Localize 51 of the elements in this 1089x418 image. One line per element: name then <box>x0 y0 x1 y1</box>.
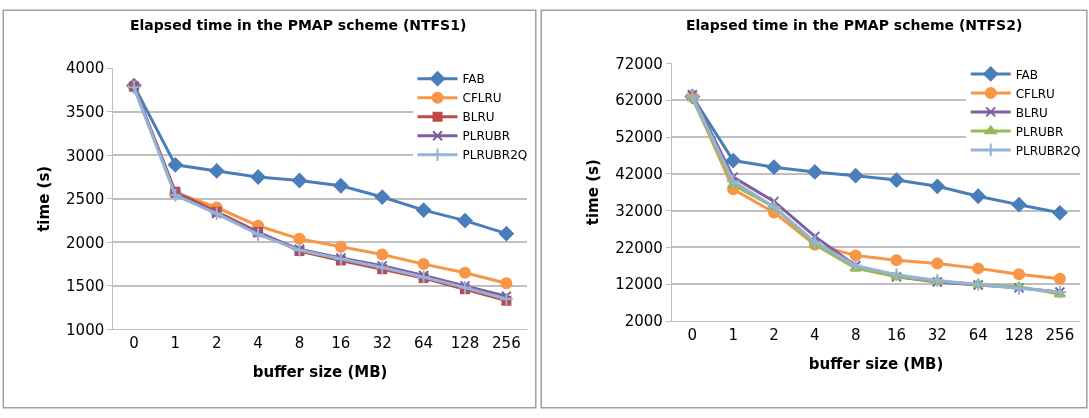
x-tick-label: 0 <box>687 326 698 344</box>
x-tick-label: 1 <box>728 326 738 344</box>
legend-label: PLRUBR2Q <box>1015 143 1081 158</box>
x-tick-label: 2 <box>769 326 779 344</box>
legend-label: FAB <box>462 72 485 87</box>
legend-label: BLRU <box>1015 105 1048 120</box>
x-tick-label: 256 <box>492 334 521 353</box>
x-tick-label: 16 <box>331 334 351 353</box>
legend-label: CFLRU <box>462 91 502 106</box>
x-tick-label: 256 <box>1045 326 1075 344</box>
x-tick-label: 64 <box>414 334 434 353</box>
x-tick-label: 4 <box>810 326 820 344</box>
x-tick-label: 32 <box>927 326 947 344</box>
x-tick-label: 4 <box>253 334 263 353</box>
chart-title: Elapsed time in the PMAP scheme (NTFS2) <box>686 17 1023 33</box>
y-tick-label: 42000 <box>615 165 663 184</box>
y-tick-label: 52000 <box>615 128 663 147</box>
chart-title: Elapsed time in the PMAP scheme (NTFS1) <box>130 17 467 33</box>
x-tick-label: 64 <box>968 326 988 344</box>
legend-label: CFLRU <box>1015 86 1055 101</box>
legend-label: BLRU <box>462 110 495 125</box>
y-tick-label: 62000 <box>615 91 663 110</box>
x-tick-label: 8 <box>294 334 305 353</box>
x-tick-label: 32 <box>372 334 392 353</box>
y-tick-label: 3500 <box>66 102 105 121</box>
y-tick-label: 12000 <box>615 275 663 294</box>
x-tick-label: 0 <box>129 334 139 353</box>
x-tick-label: 1 <box>170 334 181 353</box>
y-tick-label: 2000 <box>624 312 663 331</box>
y-tick-label: 2000 <box>66 233 105 252</box>
y-tick-label: 4000 <box>66 59 105 78</box>
y-tick-label: 72000 <box>615 54 663 73</box>
y-axis-title: time (s) <box>35 165 54 232</box>
legend-label: FAB <box>1015 67 1038 82</box>
legend-label: PLRUBR2Q <box>462 148 528 163</box>
y-tick-label: 32000 <box>615 201 663 220</box>
legend-label: PLRUBR <box>1015 124 1064 139</box>
x-tick-label: 16 <box>886 326 907 344</box>
y-tick-label: 1000 <box>66 320 105 339</box>
x-tick-label: 8 <box>850 326 861 344</box>
x-tick-label: 2 <box>211 334 222 353</box>
y-axis-title: time (s) <box>584 159 603 226</box>
y-tick-label: 2500 <box>66 190 105 209</box>
y-tick-label: 1500 <box>66 277 105 296</box>
legend-label: PLRUBR <box>462 129 511 144</box>
y-tick-label: 22000 <box>615 238 663 257</box>
x-axis-title: buffer size (MB) <box>252 363 388 382</box>
x-tick-label: 128 <box>450 334 480 353</box>
y-tick-label: 3000 <box>66 146 105 165</box>
x-tick-label: 128 <box>1004 326 1034 344</box>
x-axis-title: buffer size (MB) <box>808 355 944 373</box>
